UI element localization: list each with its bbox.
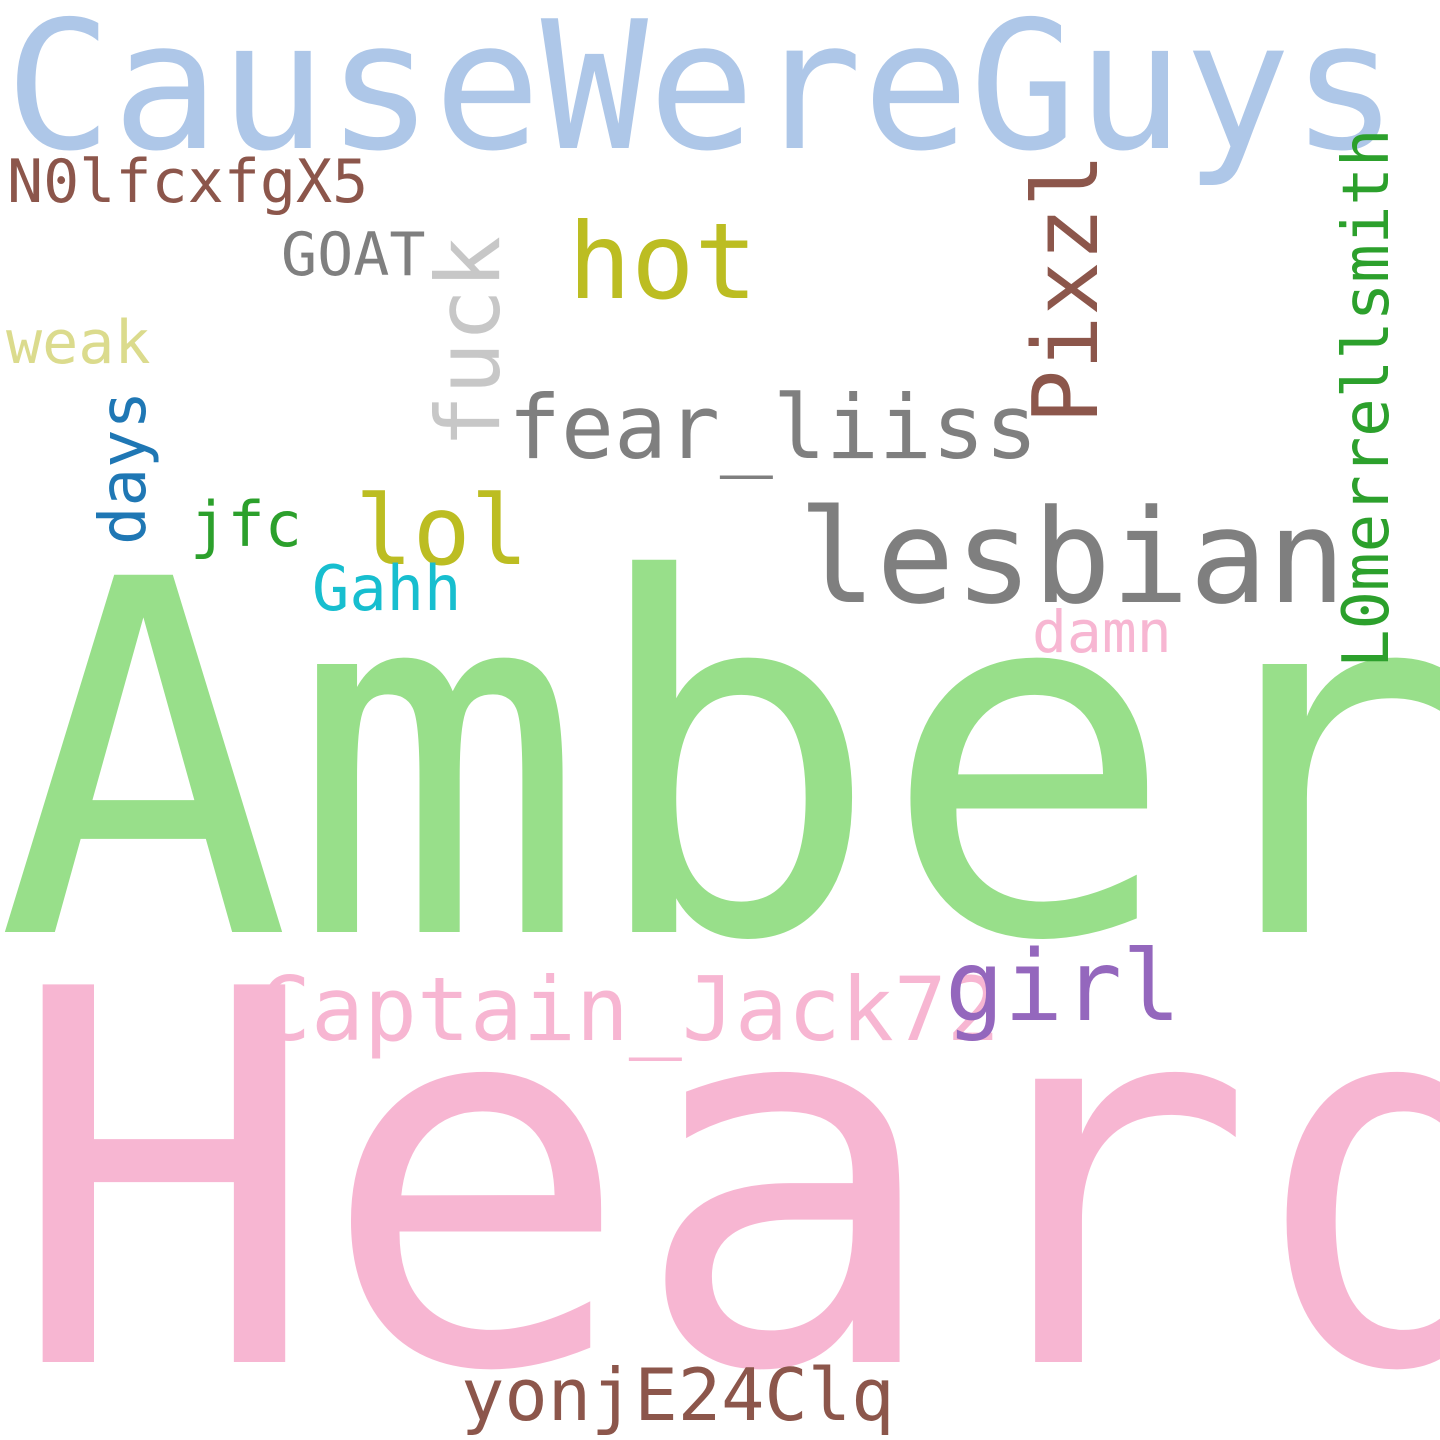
word-gahh: Gahh: [312, 552, 462, 625]
word-yonje24clq: yonjE24Clq: [461, 1353, 895, 1437]
word-weak: weak: [6, 308, 151, 378]
word-amber: Amber: [0, 477, 1440, 1048]
word-girl: girl: [945, 930, 1182, 1044]
word-pixzl: Pixzl: [1014, 153, 1119, 424]
word-lesbian: lesbian: [798, 481, 1346, 633]
word-fuck: fuck: [417, 236, 520, 448]
word-n0lfcxfgx5: N0lfcxfgX5: [7, 147, 369, 217]
word-damn: damn: [1032, 598, 1172, 666]
word-days: days: [87, 390, 161, 545]
word-l0merrellsmith: L0merrellsmith: [1330, 128, 1404, 668]
word-captain-jack72: Captain_Jack72: [258, 958, 1000, 1061]
word-causewereguys: CauseWereGuys: [5, 0, 1399, 190]
word-lol: lol: [355, 475, 529, 587]
word-goat: GOAT: [281, 220, 426, 290]
word-heard: Heard: [8, 882, 1440, 1440]
word-hot: hot: [568, 201, 758, 323]
word-jfc: jfc: [190, 488, 302, 561]
word-fear-liiss: fear_liiss: [508, 376, 1038, 479]
